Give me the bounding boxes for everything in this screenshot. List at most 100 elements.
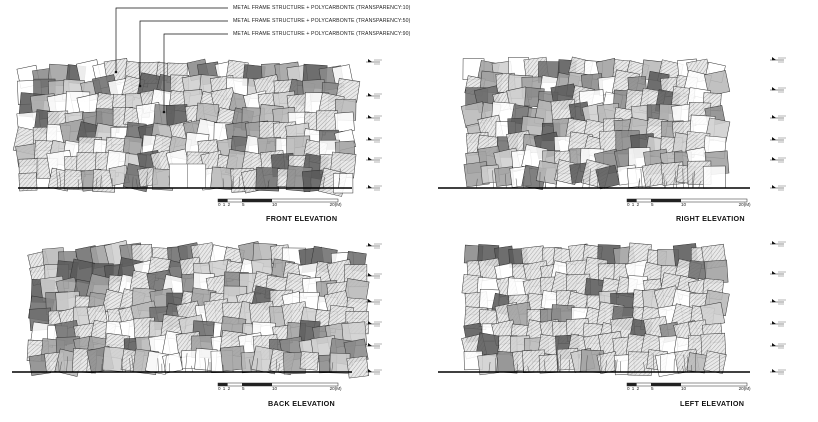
front-level-marker <box>366 93 382 99</box>
front-level-marker <box>366 157 382 163</box>
right-support-post <box>682 168 684 189</box>
right-support-post <box>663 172 665 189</box>
left-support-post <box>568 359 570 373</box>
right-scale-label: 20(M) <box>739 202 751 207</box>
front-scale-label: 10 <box>272 202 278 207</box>
right-support-post <box>638 180 641 189</box>
back-support-post <box>58 361 60 373</box>
right-support-post <box>523 175 525 189</box>
left-level-marker <box>770 321 786 327</box>
right-support-post <box>640 168 643 189</box>
left-support-post <box>599 352 602 373</box>
right-support-post <box>556 169 559 189</box>
left-level-marker <box>770 299 786 305</box>
left-support-post <box>557 359 560 373</box>
front-elevation-title: FRONT ELEVATION <box>266 214 338 223</box>
front-support-post <box>338 168 341 189</box>
back-support-post <box>191 365 193 373</box>
right-scale-label: 10 <box>681 202 687 207</box>
back-panel-cluster <box>26 240 370 379</box>
back-support-post <box>207 358 210 373</box>
front-scale-label: 5 <box>242 202 245 207</box>
left-support-post <box>543 360 546 373</box>
back-scale-label: 5 <box>242 386 245 391</box>
right-facade-panel <box>595 164 620 190</box>
front-panel-cluster <box>12 58 361 197</box>
left-level-marker <box>770 343 786 349</box>
back-scale-label: 1 <box>223 386 226 391</box>
back-support-post <box>131 354 134 373</box>
back-support-post <box>328 358 331 373</box>
left-support-post <box>643 362 646 373</box>
left-support-post <box>683 354 686 373</box>
left-scale-label: 5 <box>651 386 654 391</box>
back-scale-bar: 0 1 2 5 10 20(M) <box>217 382 342 391</box>
right-support-post <box>544 176 547 189</box>
right-scale-bar: 0 1 2 5 10 20(M) <box>626 198 751 207</box>
right-support-post <box>539 171 541 189</box>
right-support-post <box>672 177 676 189</box>
front-support-post <box>132 176 134 189</box>
left-panel-cluster <box>461 242 730 377</box>
back-facade-panel <box>299 351 319 371</box>
back-level-marker <box>366 343 382 349</box>
back-support-post <box>256 358 258 373</box>
back-support-post <box>278 363 281 373</box>
left-elevation-title: LEFT ELEVATION <box>680 399 745 408</box>
back-level-marker <box>366 321 382 327</box>
back-support-post <box>269 357 272 373</box>
right-support-post <box>698 181 701 189</box>
left-support-post <box>527 365 530 373</box>
front-facade-panel <box>18 172 38 192</box>
front-support-post <box>222 178 224 189</box>
right-support-post <box>504 174 507 189</box>
right-level-marker <box>770 57 786 63</box>
left-scale-label: 10 <box>681 386 687 391</box>
right-scale-label: 1 <box>632 202 635 207</box>
front-support-post <box>232 175 235 189</box>
back-support-post <box>331 362 334 373</box>
back-support-post <box>185 353 188 373</box>
right-support-post <box>582 178 584 189</box>
right-scale-label: 2 <box>637 202 640 207</box>
right-scale-label: 0 <box>627 202 630 207</box>
back-support-post <box>59 361 62 373</box>
right-scale-label: 5 <box>651 202 654 207</box>
left-scale-label: 20(M) <box>739 386 751 391</box>
back-support-post <box>86 357 89 373</box>
left-level-marker <box>770 241 786 247</box>
left-scale-bar: 0 1 2 5 10 20(M) <box>626 382 751 391</box>
back-support-post <box>204 357 207 373</box>
front-level-marker <box>366 59 382 65</box>
left-support-post <box>585 355 588 373</box>
right-support-post <box>638 178 640 189</box>
front-support-post <box>100 175 102 189</box>
back-level-marker <box>366 369 382 375</box>
back-scale-label: 2 <box>228 386 231 391</box>
right-level-marker <box>770 157 786 163</box>
left-support-post <box>522 355 525 373</box>
front-support-post <box>56 168 59 189</box>
left-support-post <box>695 352 697 373</box>
front-support-post <box>95 177 98 189</box>
front-support-post <box>135 178 138 189</box>
left-scale-label: 0 <box>627 386 630 391</box>
left-scale-label: 2 <box>637 386 640 391</box>
right-level-marker <box>770 87 786 93</box>
front-scale-bar: 0 1 2 5 10 20(M) <box>217 198 342 207</box>
left-support-post <box>615 359 618 373</box>
right-elevation-title: RIGHT ELEVATION <box>676 214 745 223</box>
front-scale-label: 0 <box>218 202 221 207</box>
annotation-transparency-10: METAL FRAME STRUCTURE + POLYCARBONTE (TR… <box>233 5 411 11</box>
right-support-post <box>649 178 652 189</box>
front-level-marker <box>366 137 382 143</box>
front-support-post <box>267 180 270 189</box>
back-support-post <box>66 356 68 373</box>
front-support-post <box>123 173 126 189</box>
left-support-post <box>605 360 607 373</box>
